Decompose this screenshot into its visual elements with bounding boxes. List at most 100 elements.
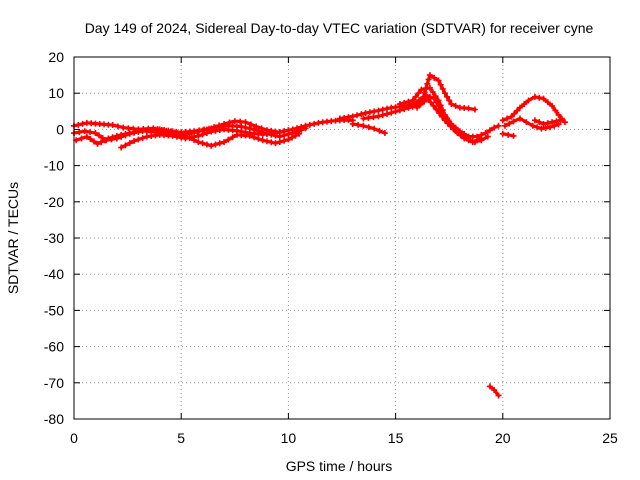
- y-tick-label: -80: [44, 411, 64, 427]
- data-point: [272, 140, 279, 147]
- data-point: [113, 133, 120, 140]
- data-point: [79, 120, 86, 127]
- y-tick-label: 20: [48, 49, 64, 65]
- data-point: [375, 107, 382, 114]
- data-point: [375, 113, 382, 120]
- data-point: [422, 92, 429, 99]
- chart-title: Day 149 of 2024, Sidereal Day-to-day VTE…: [85, 20, 594, 36]
- y-tick-label: -60: [44, 339, 64, 355]
- grid: [74, 57, 610, 419]
- data-point: [75, 121, 82, 128]
- data-point: [126, 140, 133, 147]
- data-point: [191, 133, 198, 140]
- data-point: [446, 97, 453, 104]
- data-point: [247, 121, 254, 128]
- data-point: [135, 136, 142, 143]
- data-point: [392, 108, 399, 115]
- data-point: [444, 93, 451, 100]
- y-tick-label: -40: [44, 266, 64, 282]
- data-point: [506, 120, 513, 127]
- data-point: [203, 141, 210, 148]
- data-point: [505, 131, 512, 138]
- data-point: [276, 138, 283, 145]
- data-point: [126, 130, 133, 137]
- data-point: [360, 122, 367, 129]
- series-track-10: [499, 93, 568, 126]
- data-point: [501, 122, 508, 129]
- data-point: [409, 97, 416, 104]
- data-point: [508, 113, 515, 120]
- data-point: [285, 136, 292, 143]
- data-point: [439, 85, 446, 92]
- data-point: [276, 129, 283, 136]
- data-point: [465, 137, 472, 144]
- data-point: [98, 139, 105, 146]
- data-point: [424, 95, 431, 102]
- data-point: [169, 132, 176, 139]
- data-point: [482, 130, 489, 137]
- data-point: [549, 119, 556, 126]
- data-point: [551, 122, 558, 129]
- data-point: [471, 106, 478, 113]
- data-point: [536, 119, 543, 126]
- data-point: [96, 132, 103, 139]
- x-tick-label: 0: [70, 430, 78, 446]
- series-trace: [338, 73, 477, 121]
- data-point: [426, 84, 433, 91]
- data-point: [259, 137, 266, 144]
- data-point: [263, 138, 270, 145]
- data-point: [178, 134, 185, 141]
- x-tick-label: 15: [388, 430, 404, 446]
- data-point: [379, 112, 386, 119]
- data-point: [419, 95, 426, 102]
- data-point: [358, 111, 365, 118]
- data-point: [555, 111, 562, 118]
- series-track-6: [349, 120, 388, 137]
- data-point: [525, 97, 532, 104]
- data-point: [444, 120, 451, 127]
- data-point: [516, 115, 523, 122]
- data-point: [349, 120, 356, 127]
- y-tick-label: -10: [44, 158, 64, 174]
- data-point: [229, 134, 236, 141]
- data-point: [131, 137, 138, 144]
- y-tick-label: 0: [56, 121, 64, 137]
- y-tick-label: 10: [48, 85, 64, 101]
- data-point: [514, 107, 521, 114]
- data-point: [173, 133, 180, 140]
- data-point: [474, 137, 481, 144]
- data-point: [360, 115, 367, 122]
- data-point: [401, 99, 408, 106]
- data-point: [436, 110, 443, 117]
- x-tick-label: 25: [602, 430, 618, 446]
- data-point: [242, 119, 249, 126]
- data-point: [561, 119, 568, 126]
- data-point: [120, 124, 127, 131]
- data-point: [540, 95, 547, 102]
- data-point: [268, 139, 275, 146]
- data-point: [101, 137, 108, 144]
- data-point: [195, 139, 202, 146]
- data-point: [557, 117, 564, 124]
- data-point: [422, 85, 429, 92]
- data-point: [281, 137, 288, 144]
- data-point: [424, 80, 431, 87]
- data-point: [199, 140, 206, 147]
- data-point: [306, 121, 313, 128]
- data-point: [237, 118, 244, 125]
- data-point: [122, 130, 129, 137]
- data-point: [384, 110, 391, 117]
- data-point: [311, 120, 318, 127]
- data-point: [549, 102, 556, 109]
- data-point: [122, 142, 129, 149]
- data-point: [435, 77, 442, 84]
- data-point: [125, 125, 132, 132]
- data-point: [430, 102, 437, 109]
- data-point: [78, 135, 85, 142]
- data-point: [426, 72, 433, 79]
- data-point: [491, 124, 498, 131]
- series-track-14: [486, 383, 502, 399]
- data-point: [465, 105, 472, 112]
- data-point: [439, 107, 446, 114]
- y-axis-label: SDTVAR / TECUs: [5, 182, 21, 294]
